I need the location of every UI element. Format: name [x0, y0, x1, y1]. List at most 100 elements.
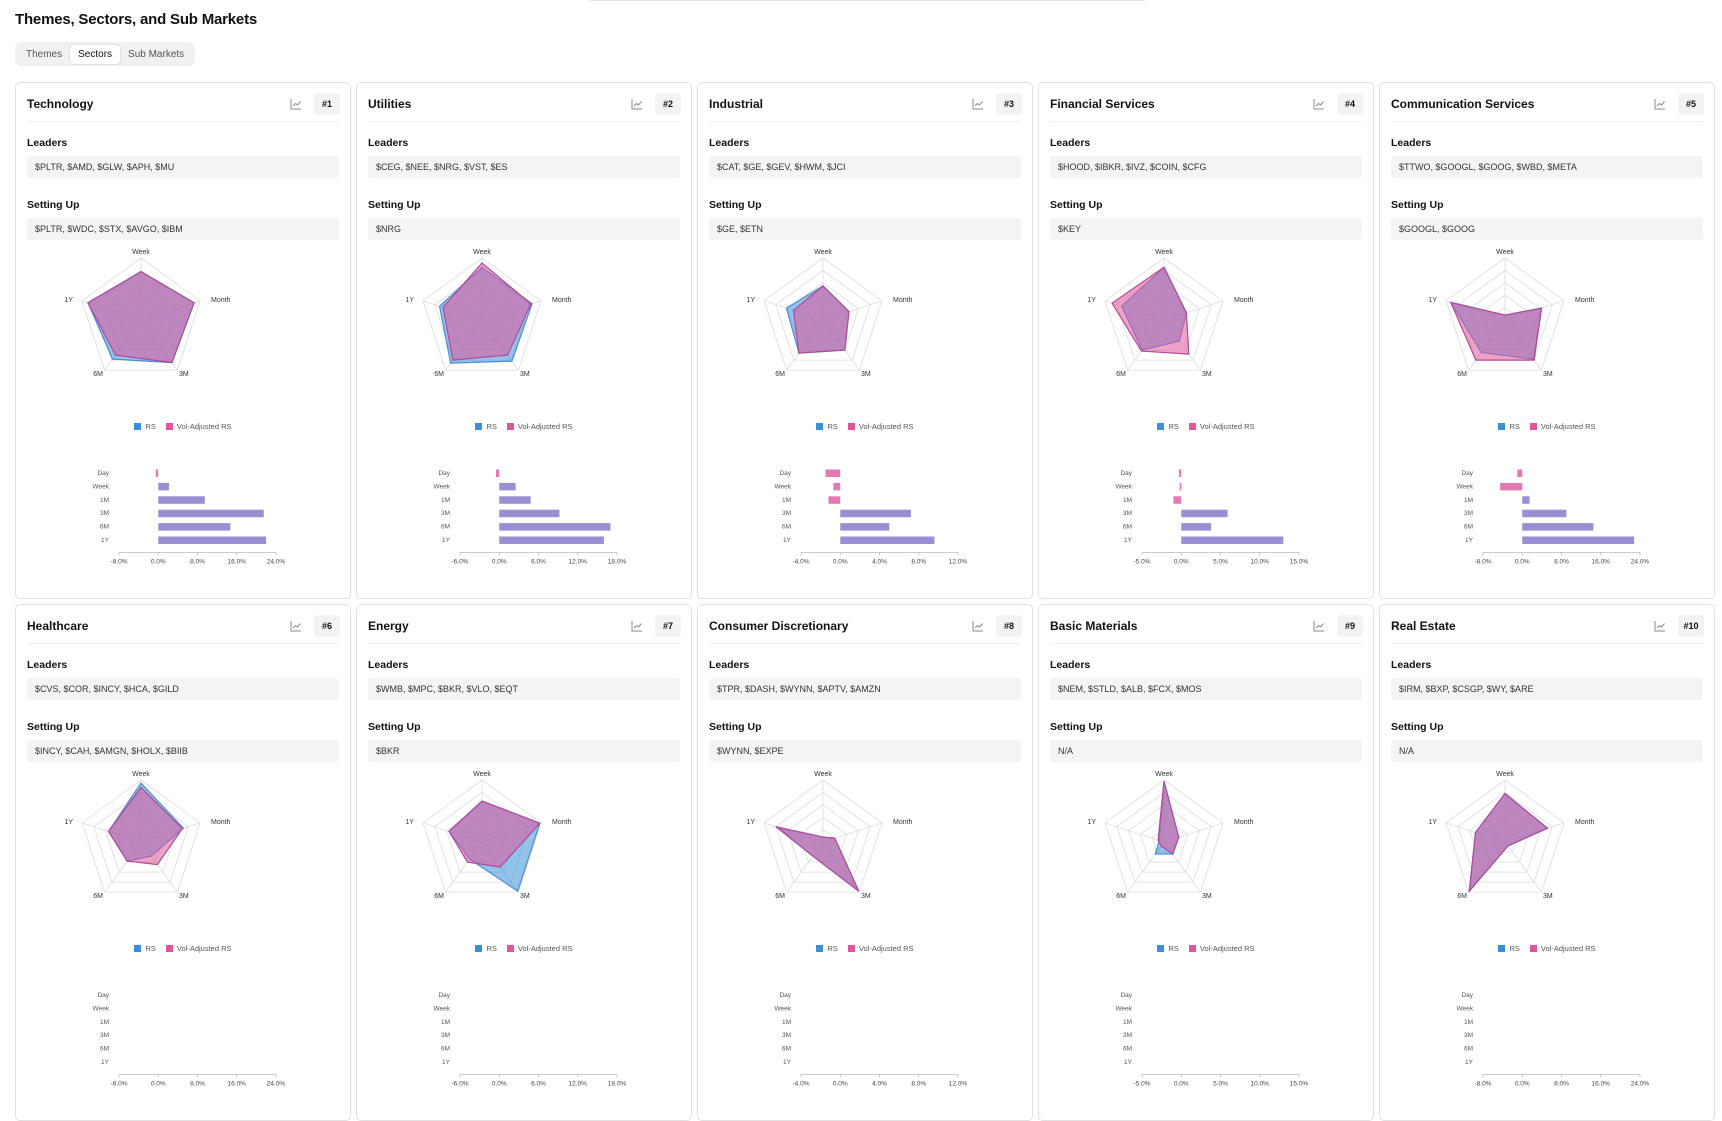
line-chart-icon[interactable]: [1313, 98, 1325, 110]
tab-sub-markets[interactable]: Sub Markets: [128, 48, 185, 60]
radar-axis-label: Month: [893, 297, 913, 304]
bar[interactable]: [840, 523, 890, 531]
line-chart-icon[interactable]: [1654, 98, 1666, 110]
legend-vol-adjusted-rs[interactable]: Vol-Adjusted RS: [1529, 422, 1596, 431]
bar[interactable]: [1173, 496, 1182, 504]
bar[interactable]: [158, 509, 264, 518]
bar-period-label: 6M: [441, 524, 450, 531]
line-chart-icon[interactable]: [631, 98, 643, 110]
line-chart-icon[interactable]: [972, 98, 984, 110]
bar[interactable]: [495, 469, 500, 478]
bar[interactable]: [499, 523, 611, 531]
legend-rs[interactable]: RS: [1157, 944, 1179, 953]
setting-up-label: Setting Up: [27, 199, 80, 211]
bar-period-label: 1M: [1123, 497, 1132, 504]
bar[interactable]: [1517, 469, 1523, 478]
legend-rs[interactable]: RS: [1157, 422, 1179, 431]
legend-rs[interactable]: RS: [816, 422, 838, 431]
radar-vol-series[interactable]: [442, 262, 532, 361]
radar-vol-series[interactable]: [1157, 781, 1180, 855]
bar[interactable]: [1522, 496, 1530, 504]
legend-vol-adjusted-rs[interactable]: Vol-Adjusted RS: [506, 944, 573, 953]
legend-vol-adjusted-rs[interactable]: Vol-Adjusted RS: [1188, 944, 1255, 953]
radar-axis-label: 3M: [1543, 893, 1553, 900]
legend-rs[interactable]: RS: [1498, 944, 1520, 953]
tab-themes[interactable]: Themes: [26, 48, 63, 60]
radar-axis-label: 1Y: [64, 819, 73, 826]
line-chart-icon[interactable]: [290, 98, 302, 110]
legend-vol-adjusted-rs[interactable]: Vol-Adjusted RS: [1529, 944, 1596, 953]
legend-rs[interactable]: RS: [816, 944, 838, 953]
radar-vol-series[interactable]: [775, 826, 860, 892]
bar[interactable]: [155, 469, 159, 478]
bar[interactable]: [158, 496, 205, 504]
legend-vol-adjusted-rs[interactable]: Vol-Adjusted RS: [847, 422, 914, 431]
radar-vol-series[interactable]: [792, 285, 850, 354]
bar[interactable]: [1522, 509, 1567, 518]
legend-rs[interactable]: RS: [475, 422, 497, 431]
leaders-label: Leaders: [368, 659, 409, 671]
radar-chart: Week Month 3M 6M 1Y: [1087, 249, 1253, 378]
radar-axis-label: 6M: [1116, 893, 1126, 900]
card-divider: [368, 121, 680, 122]
legend-vol-adjusted-rs[interactable]: Vol-Adjusted RS: [165, 944, 232, 953]
legend-rs-label: RS: [827, 422, 838, 431]
legend-vol-adjusted-rs[interactable]: Vol-Adjusted RS: [1188, 422, 1255, 431]
setting-up-value: N/A: [1050, 740, 1362, 762]
bar[interactable]: [825, 469, 841, 478]
bar-period-label: Day: [1461, 470, 1473, 477]
legend-rs[interactable]: RS: [475, 944, 497, 953]
bar[interactable]: [499, 536, 604, 545]
tab-sectors[interactable]: Sectors: [70, 44, 121, 64]
legend-rs[interactable]: RS: [134, 944, 156, 953]
bar-period-label: 1M: [100, 1019, 109, 1026]
radar-vol-series[interactable]: [448, 800, 541, 868]
bar[interactable]: [158, 523, 231, 531]
radar-axis-label: 3M: [179, 371, 189, 378]
bar[interactable]: [499, 482, 516, 491]
bar[interactable]: [1178, 469, 1182, 478]
bar-period-label: Week: [1457, 1005, 1474, 1012]
bar[interactable]: [1181, 523, 1212, 531]
legend-vol-adjusted-rs[interactable]: Vol-Adjusted RS: [165, 422, 232, 431]
bar-tick-label: 0.0%: [833, 558, 848, 565]
line-chart-icon[interactable]: [1313, 620, 1325, 632]
radar-axis-label: Month: [1234, 819, 1254, 826]
bar[interactable]: [1181, 536, 1284, 545]
radar-vol-series[interactable]: [1449, 301, 1543, 361]
bar-tick-label: 0.0%: [1174, 558, 1189, 565]
line-chart-icon[interactable]: [631, 620, 643, 632]
radar-vol-series[interactable]: [1468, 792, 1549, 894]
line-chart-icon[interactable]: [290, 620, 302, 632]
radar-axis-label: 3M: [1202, 371, 1212, 378]
bar[interactable]: [1522, 536, 1635, 545]
legend-vol-adjusted-rs[interactable]: Vol-Adjusted RS: [847, 944, 914, 953]
bar-tick-label: 24.0%: [267, 1080, 286, 1087]
radar-vol-series[interactable]: [87, 270, 195, 364]
legend-rs[interactable]: RS: [1498, 422, 1520, 431]
legend-vol-adjusted-rs[interactable]: Vol-Adjusted RS: [506, 422, 573, 431]
line-chart-icon[interactable]: [1654, 620, 1666, 632]
bar[interactable]: [1179, 482, 1182, 491]
bar-tick-label: -4.0%: [793, 1080, 810, 1087]
radar-vol-series[interactable]: [107, 786, 184, 866]
bar[interactable]: [840, 536, 935, 545]
radar-axis-label: Week: [132, 771, 150, 778]
setting-up-value: $INCY, $CAH, $AMGN, $HOLX, $BIIB: [27, 740, 339, 762]
bar[interactable]: [840, 509, 911, 518]
bar[interactable]: [499, 509, 560, 518]
bar[interactable]: [499, 496, 531, 504]
legend-rs[interactable]: RS: [134, 422, 156, 431]
bar[interactable]: [1522, 523, 1594, 531]
bar[interactable]: [1181, 509, 1228, 518]
radar-vol-series[interactable]: [1111, 266, 1190, 355]
bar[interactable]: [833, 482, 841, 491]
radar-grid-ring: [763, 257, 883, 371]
bar[interactable]: [1500, 482, 1523, 491]
bar[interactable]: [158, 536, 267, 545]
line-chart-icon[interactable]: [972, 620, 984, 632]
bar-tick-label: -8.0%: [1475, 558, 1492, 565]
leaders-label: Leaders: [709, 659, 750, 671]
bar[interactable]: [828, 496, 841, 504]
bar[interactable]: [158, 482, 170, 491]
